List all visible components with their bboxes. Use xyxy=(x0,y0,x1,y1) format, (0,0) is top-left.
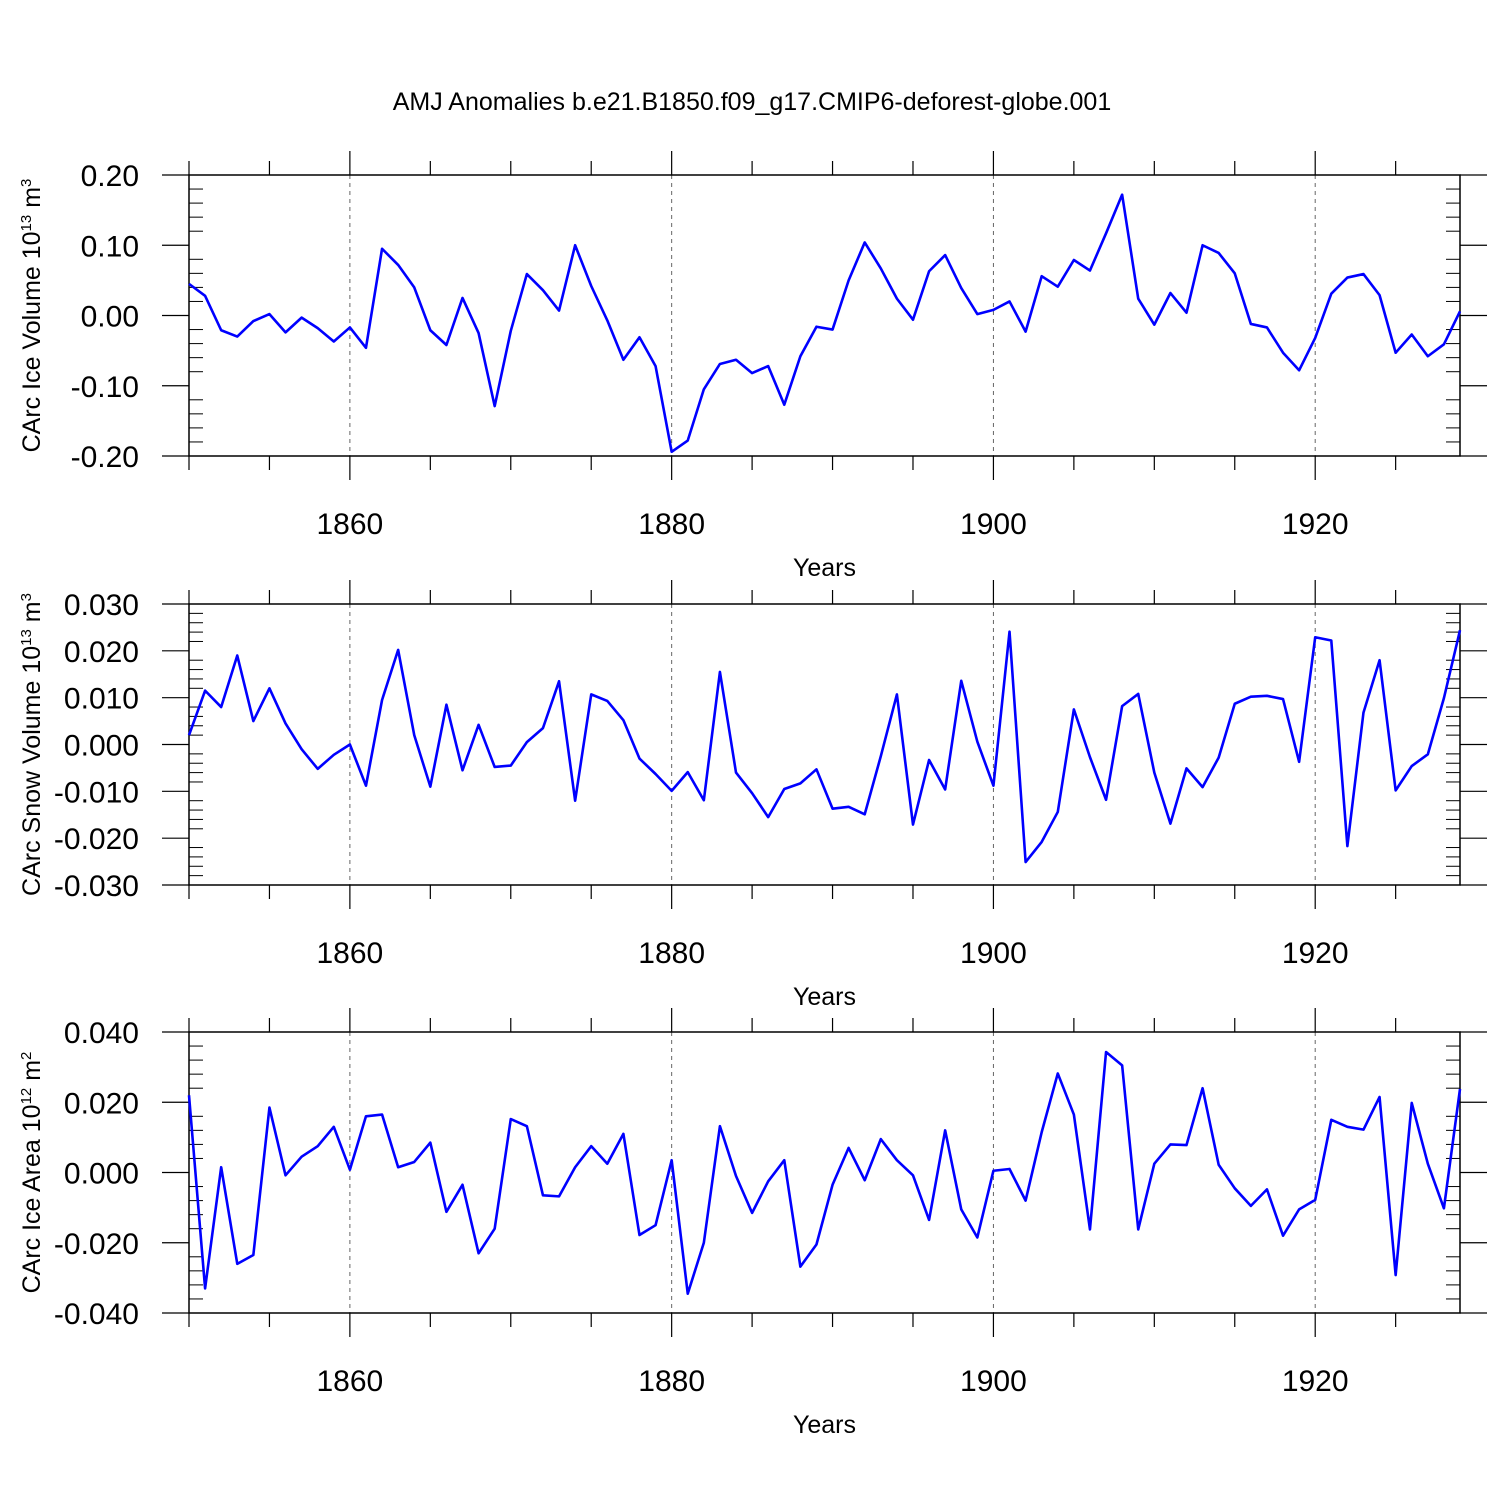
panel-3: -0.040 -0.020 0.000 0.020 0.040 1860 1880 1900 1… xyxy=(18,1008,1487,1439)
x-tick-label: 1900 xyxy=(960,508,1027,541)
y-tick-label: 0.10 xyxy=(81,230,139,263)
y-tick-label: -0.030 xyxy=(54,870,139,903)
x-tick-label: 1900 xyxy=(960,1365,1027,1398)
panel-1: -0.20 -0.10 0.00 0.10 0.20 1860 1880 1900 1920 Ye… xyxy=(18,151,1487,582)
x-tick-label: 1880 xyxy=(638,508,705,541)
x-tick-label: 1860 xyxy=(317,508,384,541)
y-axis-title-text: m xyxy=(18,601,46,629)
y-axis-title-text: CArc Snow Volume 10 xyxy=(18,646,46,896)
x-tick-label: 1880 xyxy=(638,1365,705,1398)
y-tick-label: -0.020 xyxy=(54,1228,139,1261)
y-axis-title-text: m xyxy=(18,1060,46,1088)
y-axis-title-superscript: 3 xyxy=(18,593,35,601)
plot-frame xyxy=(188,174,1461,457)
y-tick-label: 0.000 xyxy=(64,730,139,763)
y-tick-label: 0.00 xyxy=(81,301,139,334)
y-tick-label: 0.030 xyxy=(64,589,139,622)
y-axis-title-superscript: 13 xyxy=(18,629,35,646)
plot-frame xyxy=(188,603,1461,886)
y-tick-label: 0.020 xyxy=(64,636,139,669)
series-line-2 xyxy=(187,629,1462,864)
y-tick-label: -0.20 xyxy=(71,441,139,474)
y-tick-label: -0.010 xyxy=(54,776,139,809)
y-axis-title-superscript: 3 xyxy=(18,179,35,187)
figure-title: AMJ Anomalies b.e21.B1850.f09_g17.CMIP6-… xyxy=(393,88,1112,116)
y-axis-title: CArc Snow Volume 1013 m3 xyxy=(18,593,46,896)
y-axis-title-superscript: 12 xyxy=(18,1088,35,1105)
y-tick-label: 0.20 xyxy=(81,160,139,193)
y-tick-label: 0.010 xyxy=(64,683,139,716)
y-axis-title-superscript: 13 xyxy=(18,215,35,232)
plot-frame xyxy=(188,1031,1461,1314)
y-tick-label: -0.040 xyxy=(54,1298,139,1331)
x-tick-label: 1920 xyxy=(1282,937,1349,970)
y-axis-title: CArc Ice Area 1012 m2 xyxy=(18,1052,46,1294)
x-axis-title: Years xyxy=(793,554,856,582)
x-tick-label: 1860 xyxy=(317,937,384,970)
panels: -0.20 -0.10 0.00 0.10 0.20 1860 1880 1900 1920 Ye… xyxy=(18,151,1487,1439)
y-tick-label: -0.020 xyxy=(54,823,139,856)
series-line-1 xyxy=(188,193,1462,454)
x-tick-label: 1900 xyxy=(960,937,1027,970)
y-tick-label: 0.000 xyxy=(64,1158,139,1191)
x-tick-label: 1920 xyxy=(1282,1365,1349,1398)
y-tick-label: 0.020 xyxy=(64,1087,139,1120)
series-line-3 xyxy=(187,1050,1462,1295)
x-tick-label: 1860 xyxy=(317,1365,384,1398)
y-tick-label: -0.10 xyxy=(71,371,139,404)
x-axis-title: Years xyxy=(793,983,856,1011)
y-axis-title-text: CArc Ice Area 10 xyxy=(18,1104,46,1293)
x-tick-label: 1920 xyxy=(1282,508,1349,541)
y-axis-title-text: m xyxy=(18,187,46,215)
panel-2: -0.030 -0.020 -0.010 0.000 0.010 0.020 0.030 18… xyxy=(18,580,1487,1011)
y-axis-title-text: CArc Ice Volume 10 xyxy=(18,231,46,452)
y-axis-title-superscript: 2 xyxy=(18,1052,35,1060)
y-axis-title: CArc Ice Volume 1013 m3 xyxy=(18,179,46,453)
x-axis-title: Years xyxy=(793,1411,856,1439)
x-tick-label: 1880 xyxy=(638,937,705,970)
y-tick-label: 0.040 xyxy=(64,1017,139,1050)
